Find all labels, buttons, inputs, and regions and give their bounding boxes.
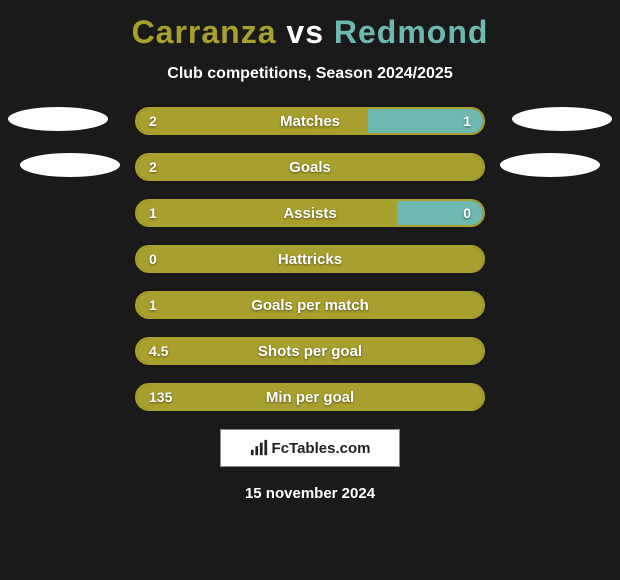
date-text: 15 november 2024 — [0, 485, 620, 502]
bar-track: 1 0 Assists — [135, 199, 485, 227]
stat-value-left: 1 — [149, 205, 157, 221]
stat-row: 1 0 Assists — [0, 199, 620, 227]
bar-track: 135 Min per goal — [135, 383, 485, 411]
logo-box: FcTables.com — [220, 429, 400, 467]
stat-value-right: 1 — [463, 113, 471, 129]
bar-track: 0 Hattricks — [135, 245, 485, 273]
page-title: Carranza vs Redmond — [0, 0, 620, 51]
stat-value-left: 0 — [149, 251, 157, 267]
stat-label: Matches — [280, 113, 340, 130]
stat-label: Shots per goal — [258, 343, 362, 360]
stat-row: 1 Goals per match — [0, 291, 620, 319]
stat-value-left: 1 — [149, 297, 157, 313]
title-vs: vs — [286, 14, 324, 50]
stat-label: Min per goal — [266, 389, 354, 406]
bars-icon — [250, 439, 268, 457]
bar-track: 2 1 Matches — [135, 107, 485, 135]
stat-row: 2 Goals — [0, 153, 620, 181]
title-player2: Redmond — [334, 14, 489, 50]
stat-value-right: 0 — [463, 205, 471, 221]
stat-row: 4.5 Shots per goal — [0, 337, 620, 365]
stat-row: 2 1 Matches — [0, 107, 620, 135]
title-player1: Carranza — [132, 14, 277, 50]
stat-row: 0 Hattricks — [0, 245, 620, 273]
stat-value-left: 2 — [149, 159, 157, 175]
chart-area: 2 1 Matches 2 Goals 1 0 Assists 0 Hattricks 1 Goals… — [0, 107, 620, 411]
stat-label: Hattricks — [278, 251, 342, 268]
stat-label: Assists — [283, 205, 336, 222]
bar-track: 4.5 Shots per goal — [135, 337, 485, 365]
stat-label: Goals per match — [251, 297, 369, 314]
subtitle: Club competitions, Season 2024/2025 — [0, 65, 620, 83]
stat-value-left: 2 — [149, 113, 157, 129]
stat-row: 135 Min per goal — [0, 383, 620, 411]
bar-fill-left — [137, 201, 397, 225]
logo-text: FcTables.com — [272, 440, 371, 457]
bar-track: 1 Goals per match — [135, 291, 485, 319]
bar-track: 2 Goals — [135, 153, 485, 181]
stat-value-left: 4.5 — [149, 343, 168, 359]
stat-label: Goals — [289, 159, 331, 176]
stat-value-left: 135 — [149, 389, 172, 405]
